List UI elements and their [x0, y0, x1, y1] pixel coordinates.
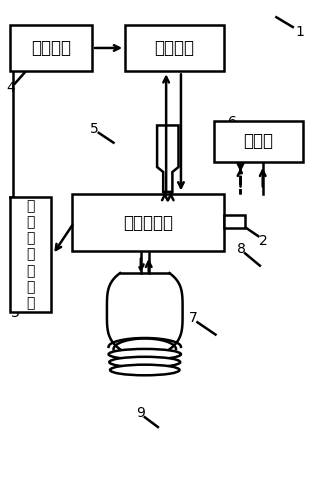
- Bar: [10, 25, 92, 71]
- Ellipse shape: [109, 357, 180, 368]
- Text: 3: 3: [12, 306, 20, 320]
- Bar: [10, 197, 51, 312]
- Text: 9: 9: [136, 406, 145, 420]
- Text: 水
流
量
监
测
设
备: 水 流 量 监 测 设 备: [26, 199, 35, 310]
- Text: 4: 4: [7, 81, 15, 94]
- Ellipse shape: [109, 349, 181, 360]
- Text: 报警设备: 报警设备: [31, 39, 71, 57]
- Ellipse shape: [110, 365, 180, 375]
- Text: 2: 2: [259, 234, 267, 248]
- Text: 5: 5: [90, 122, 99, 136]
- Text: 8: 8: [237, 243, 245, 256]
- Bar: [125, 25, 224, 71]
- Text: 充抽水设备: 充抽水设备: [123, 214, 173, 232]
- Bar: [224, 215, 245, 228]
- Text: 控制平台: 控制平台: [154, 39, 194, 57]
- Bar: [72, 194, 224, 251]
- Text: 6: 6: [229, 115, 237, 129]
- Text: 1: 1: [295, 25, 304, 39]
- Text: 7: 7: [189, 311, 198, 325]
- Polygon shape: [157, 125, 178, 192]
- Text: 废水箱: 废水箱: [243, 132, 273, 151]
- Bar: [214, 121, 303, 162]
